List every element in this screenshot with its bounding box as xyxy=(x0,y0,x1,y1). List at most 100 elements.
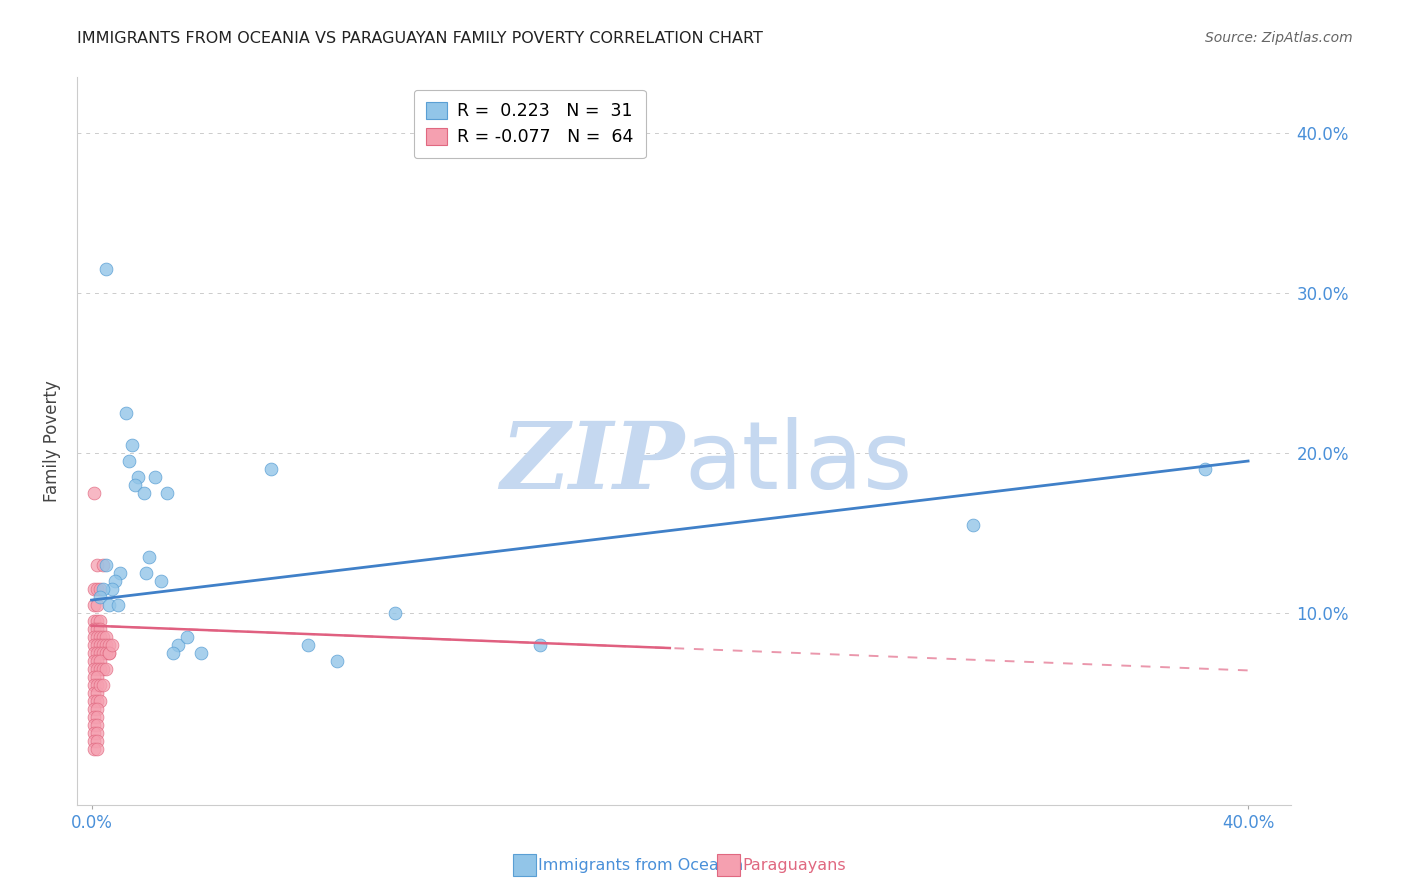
Point xyxy=(118,454,141,468)
Point xyxy=(97,646,120,660)
Point xyxy=(86,678,108,692)
Point xyxy=(83,678,105,692)
Point xyxy=(104,574,127,588)
Point xyxy=(89,622,111,636)
Legend: R =  0.223   N =  31, R = -0.077   N =  64: R = 0.223 N = 31, R = -0.077 N = 64 xyxy=(413,90,645,159)
Point xyxy=(89,630,111,644)
Text: atlas: atlas xyxy=(685,417,912,508)
Text: IMMIGRANTS FROM OCEANIA VS PARAGUAYAN FAMILY POVERTY CORRELATION CHART: IMMIGRANTS FROM OCEANIA VS PARAGUAYAN FA… xyxy=(77,31,763,46)
Point xyxy=(91,630,114,644)
Point xyxy=(83,670,105,684)
Point xyxy=(86,622,108,636)
Text: ZIP: ZIP xyxy=(501,417,685,508)
Point xyxy=(83,718,105,732)
Point xyxy=(83,725,105,739)
Point xyxy=(86,741,108,756)
Point xyxy=(162,646,184,660)
Point xyxy=(89,590,111,604)
Point xyxy=(89,694,111,708)
Point xyxy=(143,470,166,484)
Point xyxy=(83,622,105,636)
Point xyxy=(86,694,108,708)
Text: Immigrants from Oceania: Immigrants from Oceania xyxy=(538,858,744,872)
Point xyxy=(86,718,108,732)
Point xyxy=(86,710,108,724)
Point xyxy=(86,702,108,716)
Point xyxy=(101,638,124,652)
Point xyxy=(89,614,111,628)
Point xyxy=(91,678,114,692)
Point xyxy=(176,630,198,644)
Point xyxy=(94,630,117,644)
Point xyxy=(86,686,108,700)
Point xyxy=(83,646,105,660)
Point xyxy=(260,462,283,476)
Point xyxy=(384,606,406,620)
Text: Source: ZipAtlas.com: Source: ZipAtlas.com xyxy=(1205,31,1353,45)
Point xyxy=(127,470,149,484)
Point xyxy=(124,478,146,492)
Point xyxy=(97,598,120,612)
Point xyxy=(83,486,105,500)
Point xyxy=(529,638,551,652)
Y-axis label: Family Poverty: Family Poverty xyxy=(44,380,60,502)
Point xyxy=(91,558,114,572)
Point xyxy=(89,646,111,660)
Point xyxy=(83,638,105,652)
Point xyxy=(132,486,155,500)
Point xyxy=(83,694,105,708)
Point xyxy=(297,638,319,652)
Point xyxy=(107,598,129,612)
Point xyxy=(121,438,143,452)
Point xyxy=(83,710,105,724)
Point xyxy=(86,670,108,684)
Point xyxy=(86,654,108,668)
Point xyxy=(94,662,117,676)
Point xyxy=(89,678,111,692)
Point xyxy=(110,566,132,580)
Point xyxy=(167,638,190,652)
Point xyxy=(138,549,160,564)
Point xyxy=(83,686,105,700)
Point xyxy=(83,630,105,644)
Point xyxy=(94,638,117,652)
Point xyxy=(83,614,105,628)
Point xyxy=(86,725,108,739)
Point xyxy=(86,558,108,572)
Point xyxy=(86,646,108,660)
Point xyxy=(86,614,108,628)
Point xyxy=(86,733,108,747)
Point xyxy=(83,741,105,756)
Point xyxy=(89,662,111,676)
Point xyxy=(86,662,108,676)
Point xyxy=(83,654,105,668)
Point xyxy=(156,486,179,500)
Point xyxy=(91,646,114,660)
Point xyxy=(86,630,108,644)
Point xyxy=(94,646,117,660)
Point xyxy=(326,654,349,668)
Point xyxy=(86,598,108,612)
Point xyxy=(962,518,984,533)
Point xyxy=(1194,462,1216,476)
Point xyxy=(89,638,111,652)
Point xyxy=(149,574,172,588)
Point xyxy=(190,646,212,660)
Point xyxy=(83,582,105,596)
Point xyxy=(83,662,105,676)
Point xyxy=(86,582,108,596)
Point xyxy=(89,582,111,596)
Point xyxy=(91,582,114,596)
Point xyxy=(135,566,157,580)
Point xyxy=(83,702,105,716)
Point xyxy=(97,646,120,660)
Point xyxy=(94,262,117,277)
Point xyxy=(115,406,138,420)
Point xyxy=(83,598,105,612)
Point xyxy=(91,638,114,652)
Point xyxy=(91,662,114,676)
Point xyxy=(86,638,108,652)
Point xyxy=(94,558,117,572)
Point xyxy=(89,654,111,668)
Point xyxy=(97,638,120,652)
